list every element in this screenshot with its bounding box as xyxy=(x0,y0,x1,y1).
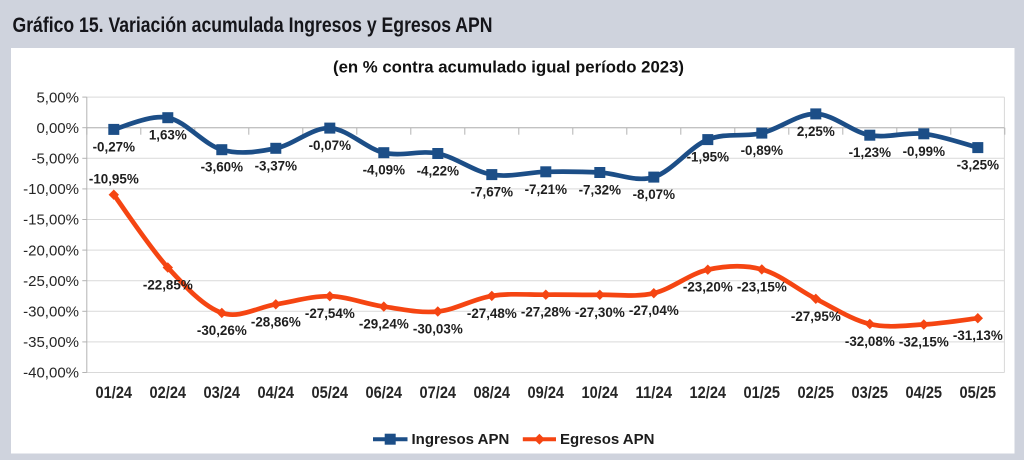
svg-text:-0,99%: -0,99% xyxy=(903,144,946,159)
svg-text:-4,09%: -4,09% xyxy=(363,163,406,178)
svg-text:11/24: 11/24 xyxy=(636,384,673,402)
svg-text:-30,03%: -30,03% xyxy=(413,322,463,337)
svg-text:-31,13%: -31,13% xyxy=(953,328,1003,343)
svg-text:06/24: 06/24 xyxy=(366,384,403,402)
svg-text:09/24: 09/24 xyxy=(528,384,565,402)
svg-text:-4,22%: -4,22% xyxy=(417,164,460,179)
svg-text:-29,24%: -29,24% xyxy=(359,317,409,332)
svg-text:-25,00%: -25,00% xyxy=(23,273,79,290)
svg-text:Ingresos APN: Ingresos APN xyxy=(412,431,510,448)
svg-text:-0,27%: -0,27% xyxy=(93,139,136,154)
svg-text:-3,37%: -3,37% xyxy=(255,158,298,173)
svg-text:-32,15%: -32,15% xyxy=(899,335,949,350)
svg-text:04/25: 04/25 xyxy=(906,384,943,402)
svg-text:-23,20%: -23,20% xyxy=(683,280,733,295)
svg-text:Gráfico 15. Variación acumulad: Gráfico 15. Variación acumulada Ingresos… xyxy=(13,14,493,37)
svg-text:-7,32%: -7,32% xyxy=(579,183,622,198)
svg-text:05/25: 05/25 xyxy=(960,384,997,402)
svg-text:-7,67%: -7,67% xyxy=(471,185,514,200)
svg-text:07/24: 07/24 xyxy=(420,384,457,402)
svg-text:-27,54%: -27,54% xyxy=(305,306,355,321)
svg-text:-8,07%: -8,07% xyxy=(633,187,676,202)
svg-text:02/25: 02/25 xyxy=(798,384,835,402)
svg-text:-1,23%: -1,23% xyxy=(849,145,892,160)
svg-text:-5,00%: -5,00% xyxy=(31,151,79,168)
svg-text:-27,95%: -27,95% xyxy=(791,309,841,324)
svg-text:04/24: 04/24 xyxy=(258,384,295,402)
svg-text:-3,25%: -3,25% xyxy=(957,158,1000,173)
svg-text:-3,60%: -3,60% xyxy=(201,160,244,175)
svg-text:-1,95%: -1,95% xyxy=(687,150,730,165)
svg-text:-30,26%: -30,26% xyxy=(197,323,247,338)
svg-text:-27,04%: -27,04% xyxy=(629,303,679,318)
svg-text:5,00%: 5,00% xyxy=(36,89,79,106)
svg-text:-28,86%: -28,86% xyxy=(251,314,301,329)
svg-text:0,00%: 0,00% xyxy=(36,120,79,137)
svg-text:-30,00%: -30,00% xyxy=(23,304,79,321)
svg-text:-27,30%: -27,30% xyxy=(575,305,625,320)
svg-text:-23,15%: -23,15% xyxy=(737,279,787,294)
svg-text:-32,08%: -32,08% xyxy=(845,334,895,349)
svg-text:-10,95%: -10,95% xyxy=(89,172,139,187)
svg-text:10/24: 10/24 xyxy=(582,384,619,402)
svg-text:-0,89%: -0,89% xyxy=(741,143,784,158)
svg-text:-20,00%: -20,00% xyxy=(23,242,79,259)
svg-text:02/24: 02/24 xyxy=(150,384,187,402)
svg-text:-27,48%: -27,48% xyxy=(467,306,517,321)
svg-text:Egresos APN: Egresos APN xyxy=(560,431,654,448)
svg-text:1,63%: 1,63% xyxy=(149,128,187,143)
svg-text:-0,07%: -0,07% xyxy=(309,138,352,153)
svg-text:03/25: 03/25 xyxy=(852,384,889,402)
svg-text:12/24: 12/24 xyxy=(690,384,727,402)
svg-text:-10,00%: -10,00% xyxy=(23,181,79,198)
svg-text:08/24: 08/24 xyxy=(474,384,511,402)
svg-text:-15,00%: -15,00% xyxy=(23,212,79,229)
svg-text:-22,85%: -22,85% xyxy=(143,278,193,293)
svg-text:(en % contra acumulado igual p: (en % contra acumulado igual período 202… xyxy=(333,57,684,76)
svg-text:05/24: 05/24 xyxy=(312,384,349,402)
svg-text:01/24: 01/24 xyxy=(96,384,133,402)
svg-text:01/25: 01/25 xyxy=(744,384,781,402)
svg-text:2,25%: 2,25% xyxy=(797,124,835,139)
svg-text:-35,00%: -35,00% xyxy=(23,334,79,351)
svg-text:-27,28%: -27,28% xyxy=(521,305,571,320)
svg-text:03/24: 03/24 xyxy=(204,384,241,402)
svg-text:-7,21%: -7,21% xyxy=(525,182,568,197)
svg-text:-40,00%: -40,00% xyxy=(23,365,79,382)
